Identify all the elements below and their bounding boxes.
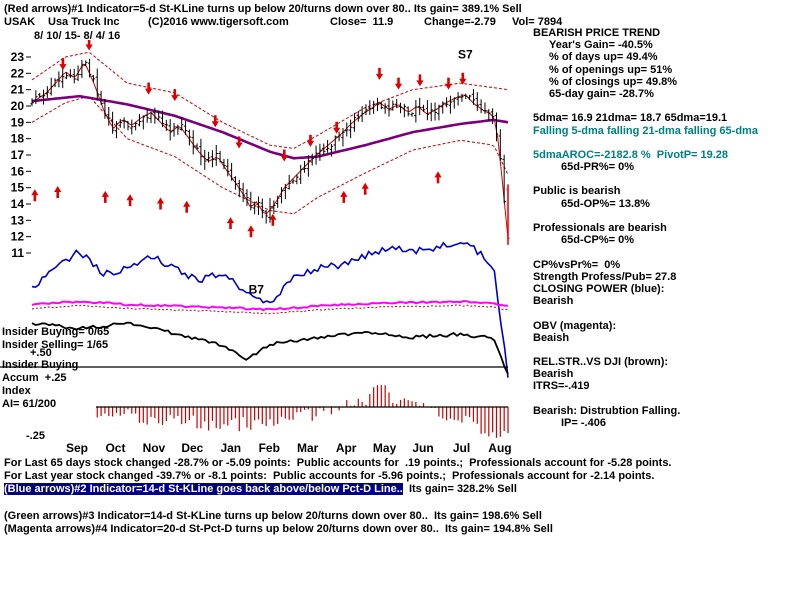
- footer-line: (Magenta arrows)#4 Indicator=20-d St-Pct…: [4, 522, 553, 535]
- analysis-line: 65d-CP%= 0%: [561, 234, 635, 247]
- svg-text:Sep: Sep: [66, 441, 88, 455]
- svg-text:Feb: Feb: [259, 441, 280, 455]
- insider-buying-stat: Insider Buying= 0/65: [2, 326, 110, 338]
- analysis-line: [533, 100, 799, 112]
- accum-histogram: [96, 385, 509, 438]
- svg-text:Dec: Dec: [181, 441, 203, 455]
- analysis-line: [533, 210, 799, 222]
- accum-panel-label-2: Accum +.25: [2, 372, 67, 384]
- cp-line: [31, 241, 509, 378]
- svg-text:Apr: Apr: [336, 441, 357, 455]
- accum-panel-label-4: AI= 61/200: [2, 398, 57, 410]
- analysis-line: 5dmaAROC=-2182.8 % PivotP= 19.28: [533, 148, 729, 161]
- svg-text:17: 17: [11, 148, 25, 162]
- analysis-line: Year's Gain= -40.5%: [549, 39, 653, 52]
- analysis-line: 5dma= 16.9 21dma= 18.7 65dma=19.1: [533, 112, 728, 125]
- copyright-site: (C)2016 www.tigersoft.com: [148, 16, 289, 28]
- svg-text:11: 11: [11, 246, 24, 260]
- svg-text:12: 12: [11, 230, 25, 244]
- analysis-line: BEARISH PRICE TREND: [533, 27, 661, 39]
- main-stock-chart: S7 B7 23 22 21 20 19 18 17 16 15 14 13 12 11 Sep Oct Nov D…: [0, 40, 512, 455]
- analysis-line: 65-day gain= -28.7%: [549, 87, 654, 100]
- svg-text:23: 23: [11, 50, 25, 64]
- analysis-line: Bearish: [533, 295, 574, 308]
- candles: [30, 58, 510, 245]
- ticker-symbol: USAK: [4, 16, 36, 28]
- svg-text:May: May: [373, 441, 397, 455]
- footer-indicator-lines: For Last 65 days stock changed -28.7% or…: [4, 457, 798, 536]
- analysis-line: [533, 246, 799, 258]
- footer-line: [4, 497, 798, 510]
- signal-labels: S7 B7: [249, 48, 473, 297]
- analysis-line: % of openings up= 51%: [549, 63, 673, 76]
- analysis-line: [533, 344, 799, 356]
- analysis-line: [533, 173, 799, 185]
- analysis-line: ITRS=-.419: [533, 380, 590, 393]
- company-name: Usa Truck Inc: [48, 16, 120, 28]
- svg-text:19: 19: [11, 115, 25, 129]
- analysis-line: REL.STR..VS DJI (brown):: [533, 356, 669, 369]
- change-value: Change=-2.79: [424, 16, 496, 28]
- svg-text:20: 20: [11, 99, 25, 113]
- footer-line: (Green arrows)#3 Indicator=14-d St-KLine…: [4, 509, 542, 522]
- analysis-line: Bearish: Distrubtion Falling.: [533, 404, 681, 417]
- footer-line: For Last year stock changed -39.7% or -8…: [4, 470, 655, 483]
- analysis-line: CP%vsPr%= 0%: [533, 258, 621, 271]
- footer-line: (Blue arrows)#2 Indicator=14-d St-KLine …: [4, 483, 798, 496]
- svg-text:22: 22: [11, 66, 25, 80]
- svg-text:14: 14: [11, 197, 25, 211]
- bands: [31, 52, 509, 215]
- svg-text:Jan: Jan: [220, 441, 241, 455]
- analysis-text-panel: BEARISH PRICE TREND Year's Gain= -40.5%% …: [533, 27, 799, 429]
- analysis-line: [533, 393, 799, 405]
- analysis-line: % of days up= 49.4%: [549, 51, 658, 64]
- accum-panel-label-1: Insider Buying: [2, 359, 79, 371]
- close-value: Close= 11.9: [330, 16, 394, 28]
- analysis-line: [533, 137, 799, 149]
- accum-scale-plus50: +.50: [30, 347, 52, 359]
- analysis-line: Falling 5-dma falling 21-dma falling 65-…: [533, 124, 758, 137]
- indicator1-summary-line: (Red arrows)#1 Indicator=5-d St-KLine tu…: [4, 3, 522, 15]
- svg-text:Aug: Aug: [488, 441, 511, 455]
- svg-text:Oct: Oct: [105, 441, 125, 455]
- analysis-line: IP= -.406: [561, 417, 606, 429]
- analysis-line: OBV (magenta):: [533, 319, 617, 332]
- svg-text:21: 21: [11, 83, 25, 97]
- highlighted-indicator-text: (Blue arrows)#2 Indicator=14-d St-KLine …: [4, 483, 403, 496]
- svg-text:15: 15: [11, 181, 25, 195]
- analysis-line: Professionals are bearish: [533, 222, 667, 234]
- analysis-line: Beaish: [533, 331, 570, 344]
- analysis-line: [533, 307, 799, 319]
- obv-line: [31, 299, 509, 315]
- analysis-line: Strength Profess/Pub= 27.8: [533, 270, 677, 283]
- svg-text:Jul: Jul: [453, 441, 470, 455]
- arrows: [31, 40, 467, 238]
- analysis-line: 65d-PR%= 0%: [561, 161, 635, 174]
- analysis-line: 65d-OP%= 13.8%: [561, 197, 650, 210]
- svg-text:Mar: Mar: [297, 441, 319, 455]
- relstr-line: [31, 321, 509, 375]
- svg-text:Nov: Nov: [143, 441, 166, 455]
- date-range: 8/ 10/ 15- 8/ 4/ 16: [34, 30, 121, 42]
- analysis-line: Public is bearish: [533, 185, 621, 198]
- svg-text:16: 16: [11, 164, 25, 178]
- separators: [0, 366, 508, 408]
- axis: 23 22 21 20 19 18 17 16 15 14 13 12 11 Sep Oct Nov Dec Ja…: [11, 50, 512, 455]
- volume-value: Vol= 7894: [512, 16, 563, 28]
- insider-selling-stat: Insider Selling= 1/65: [2, 339, 109, 351]
- analysis-line: CLOSING POWER (blue):: [533, 282, 665, 295]
- analysis-line: Bearish: [533, 368, 574, 381]
- svg-text:Jun: Jun: [412, 441, 433, 455]
- svg-text:13: 13: [11, 213, 25, 227]
- indicator-gain-text: Its gain= 328.2% Sell: [402, 483, 517, 496]
- accum-scale-minus25: -.25: [26, 430, 45, 442]
- svg-text:B7: B7: [249, 283, 265, 297]
- svg-text:18: 18: [11, 132, 25, 146]
- footer-line: For Last 65 days stock changed -28.7% or…: [4, 457, 672, 469]
- analysis-line: % of closings up= 49.8%: [549, 75, 678, 88]
- accum-panel-label-3: Index: [2, 385, 31, 397]
- svg-text:S7: S7: [458, 48, 473, 62]
